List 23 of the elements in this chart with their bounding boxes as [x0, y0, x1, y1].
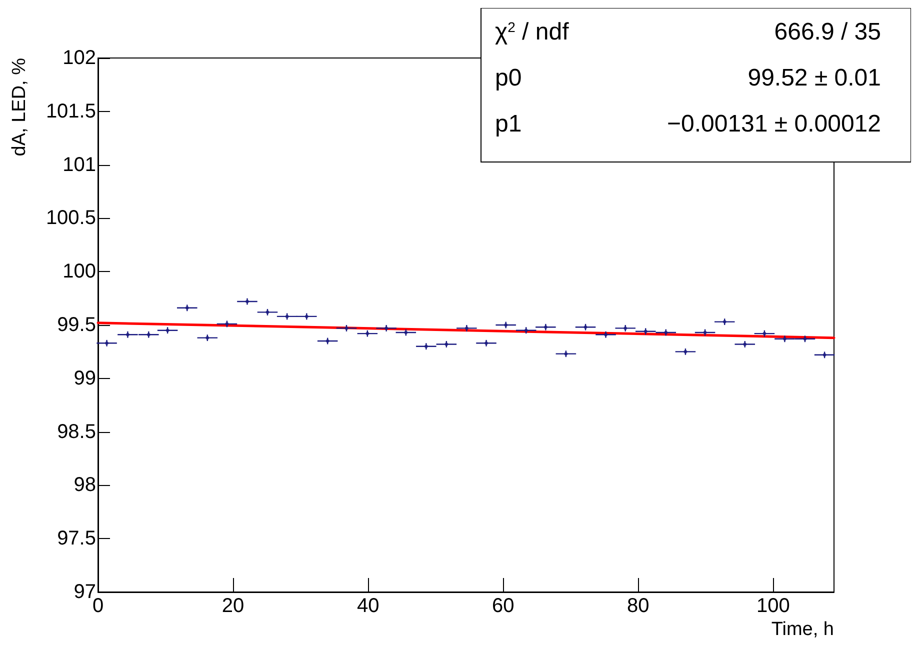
y-tick-label: 99.5 [57, 314, 96, 336]
annotation: p1 [495, 110, 522, 138]
y-tick-label: 97.5 [57, 528, 96, 550]
y-tick-label: 98 [74, 474, 96, 496]
y-tick-label: 100.5 [46, 207, 96, 230]
x-axis-title: Time, h [771, 619, 834, 640]
y-tick-label: 99 [74, 367, 96, 390]
x-tick-label: 80 [627, 595, 650, 617]
annotation: −0.00131 ± 0.00012 [666, 110, 881, 138]
y-tick-label: 98.5 [57, 420, 96, 443]
y-axis-title: dA, LED, % [9, 58, 30, 156]
y-tick-label: 100 [62, 260, 96, 283]
x-tick-label: 100 [756, 595, 790, 617]
y-tick-label: 101.5 [46, 100, 96, 122]
x-tick-label: 0 [92, 595, 104, 617]
x-tick-label: 60 [492, 595, 514, 617]
x-tick-label: 40 [356, 595, 380, 617]
annotation: p0 [495, 64, 522, 92]
x-tick-label: 20 [222, 595, 244, 617]
y-tick-label: 101 [62, 154, 96, 176]
annotation: 99.52 ± 0.01 [748, 64, 882, 92]
text: 666.9 / 35 [774, 18, 882, 46]
y-tick-label: 102 [62, 47, 96, 69]
